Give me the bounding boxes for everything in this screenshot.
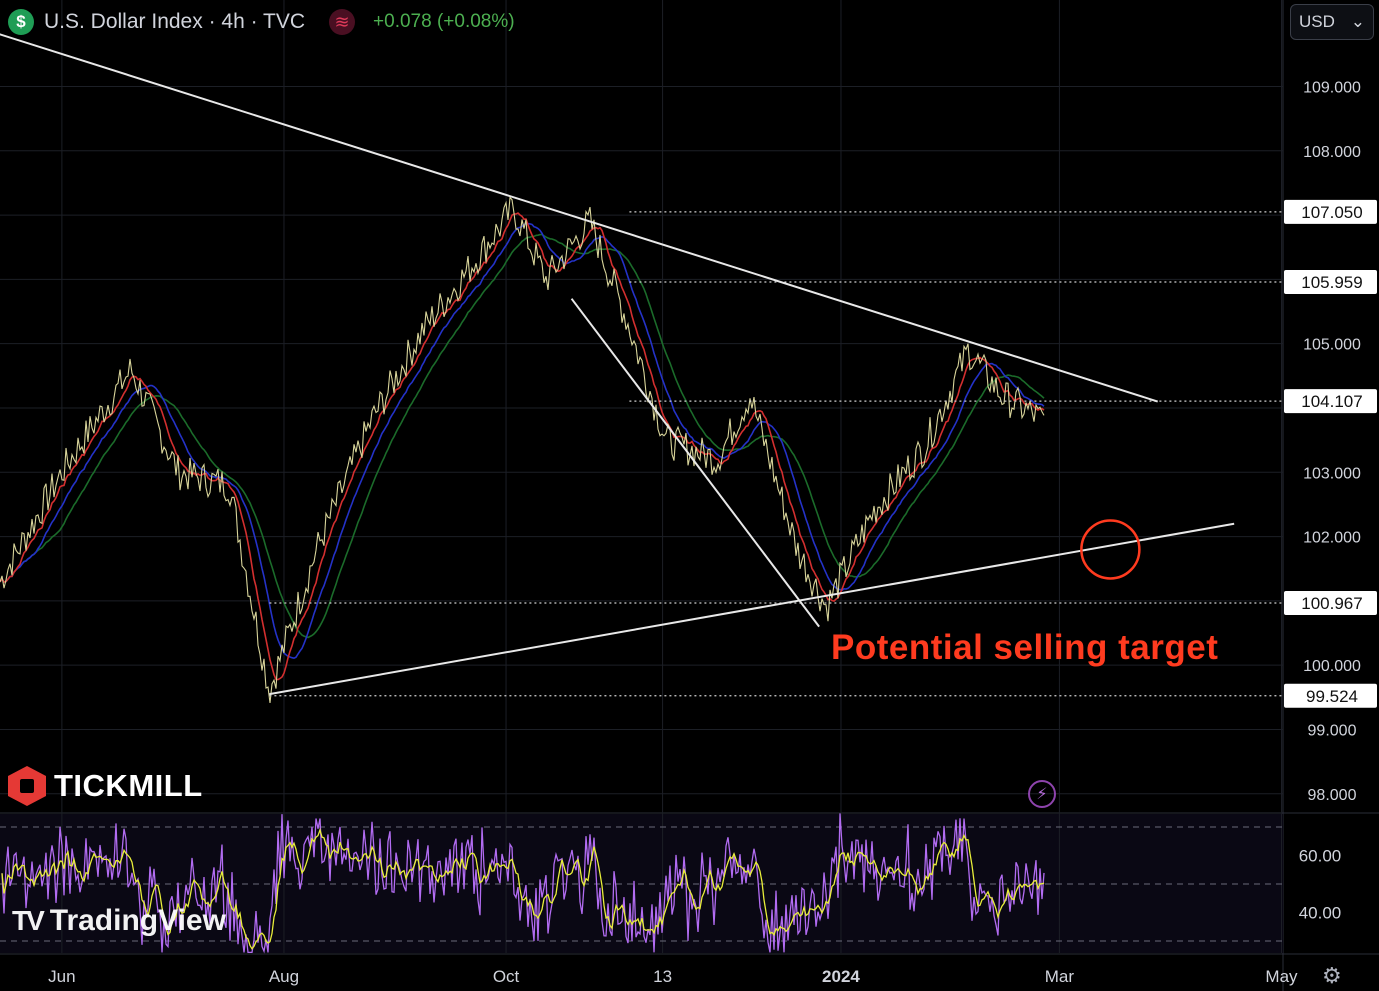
- y-tick-label: 100.000: [1303, 658, 1361, 675]
- chevron-down-icon: ⌄: [1350, 12, 1365, 31]
- level-label-bg: [1284, 591, 1377, 615]
- level-label: 100.967: [1301, 594, 1362, 613]
- level-label: 99.524: [1306, 687, 1358, 706]
- rsi-tick-label: 60.00: [1299, 847, 1342, 866]
- tickmill-hex-icon: [8, 766, 46, 806]
- tickmill-logo: TICKMILL: [8, 766, 203, 806]
- x-tick-label: Aug: [269, 967, 299, 986]
- ma-slow-line: [0, 233, 1045, 639]
- y-tick-label: 102.000: [1303, 530, 1361, 547]
- dollar-icon: $: [8, 9, 34, 35]
- level-label-bg: [1284, 270, 1377, 295]
- level-label-bg: [1284, 683, 1377, 708]
- trendline: [0, 33, 1159, 403]
- gear-icon[interactable]: ⚙: [1322, 963, 1342, 988]
- price-axis: [1283, 0, 1379, 991]
- y-tick-label: 98.000: [1308, 787, 1357, 804]
- level-label: 107.050: [1301, 203, 1362, 222]
- price-change: +0.078 (+0.08%): [373, 11, 515, 32]
- x-tick-label: May: [1265, 967, 1298, 986]
- level-label: 105.959: [1301, 273, 1362, 292]
- x-tick-label: Oct: [493, 967, 520, 986]
- broker-name: TICKMILL: [54, 768, 203, 803]
- chart-header: $ U.S. Dollar Index · 4h · TVC ≋ +0.078 …: [8, 6, 515, 38]
- currency-value: USD: [1299, 12, 1335, 31]
- target-circle: [1080, 519, 1141, 580]
- x-tick-label: 2024: [822, 967, 860, 986]
- x-tick-label: Mar: [1045, 967, 1075, 986]
- rsi-line: [1, 813, 1045, 954]
- y-tick-label: 105.000: [1303, 337, 1361, 354]
- trendline: [570, 298, 820, 628]
- y-tick-label: 103.000: [1303, 465, 1361, 482]
- y-tick-label: 99.000: [1308, 722, 1357, 739]
- grid: [0, 0, 1283, 953]
- rsi-tick-label: 40.00: [1299, 904, 1342, 923]
- wave-icon[interactable]: ≋: [329, 9, 356, 35]
- ma-fast-line: [0, 212, 1045, 681]
- symbol-title[interactable]: U.S. Dollar Index · 4h · TVC: [44, 10, 306, 33]
- lightning-icon[interactable]: ⚡: [1028, 780, 1056, 808]
- currency-select[interactable]: USD ⌄: [1290, 4, 1374, 40]
- rsi-signal-line: [1, 827, 1045, 950]
- annotation-text: Potential selling target: [831, 628, 1219, 667]
- platform-name: TradingView: [49, 904, 226, 937]
- y-tick-label: 108.000: [1303, 144, 1361, 161]
- level-label-bg: [1284, 199, 1377, 224]
- tradingview-watermark: TV TradingView: [12, 904, 226, 938]
- trendline: [269, 522, 1235, 696]
- x-tick-label: Jun: [48, 967, 75, 986]
- level-label-bg: [1284, 389, 1377, 414]
- level-label: 104.107: [1301, 392, 1362, 411]
- y-tick-label: 109.000: [1303, 79, 1361, 96]
- price-line: [0, 196, 1045, 703]
- ma-mid-line: [0, 222, 1045, 660]
- x-tick-label: 13: [653, 967, 672, 986]
- tradingview-icon: TV: [12, 905, 45, 936]
